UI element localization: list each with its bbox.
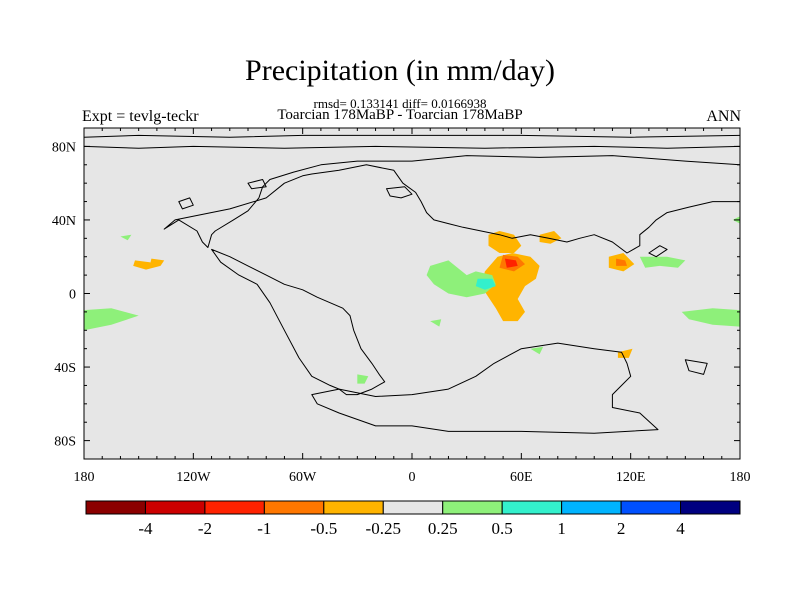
lat-tick-label: 0 — [69, 288, 76, 303]
colorbar-label: -1 — [257, 519, 271, 538]
coastline — [163, 155, 740, 254]
lon-tick-label: 120E — [616, 470, 646, 485]
contour-region — [617, 348, 633, 358]
colorbar-label: -0.5 — [310, 519, 337, 538]
lon-tick-label: 60W — [289, 470, 317, 485]
colorbar-swatch — [501, 500, 563, 515]
colorbar-swatch — [85, 500, 146, 515]
coastline — [211, 248, 386, 396]
colorbar-swatch — [620, 500, 682, 515]
contour-region — [426, 260, 496, 298]
contour-region — [616, 258, 627, 266]
lat-tick-label: 80S — [54, 435, 76, 450]
coastline — [247, 179, 267, 190]
contour-region — [504, 258, 518, 268]
contour-region — [539, 231, 562, 244]
coastlines — [84, 134, 740, 434]
lon-tick-label: 180 — [730, 470, 751, 485]
colorbar-swatch — [382, 500, 444, 515]
colorbar-label: 0.5 — [492, 519, 513, 538]
colorbar-label: -4 — [138, 519, 153, 538]
lat-tick-label: 40N — [52, 214, 76, 229]
contour-region — [530, 346, 544, 355]
coastline — [648, 245, 668, 258]
colorbar-swatch — [561, 500, 622, 515]
lon-tick-label: 180 — [74, 470, 95, 485]
contour-region — [133, 260, 161, 270]
colorbar-label: -2 — [198, 519, 212, 538]
coastline — [178, 197, 194, 210]
contour-region — [481, 253, 540, 322]
contour-region — [475, 278, 496, 290]
contour-region — [120, 234, 132, 241]
map-title: Precipitation (in mm/day) — [245, 54, 555, 87]
contour-region — [84, 308, 139, 331]
colorbar: -4 -2 -1 -0.5 -0.25 0.25 0.5 1 2 4 — [85, 500, 741, 538]
contour-region — [149, 258, 165, 266]
lon-tick-label: 60E — [510, 470, 533, 485]
contour-region — [681, 308, 740, 327]
coastline — [386, 186, 413, 199]
colorbar-swatch — [204, 500, 265, 515]
coastline — [84, 145, 740, 149]
lon-tick-label: 120W — [176, 470, 211, 485]
contour-region — [639, 256, 686, 268]
colorbar-swatch — [144, 500, 206, 515]
colorbar-swatch — [263, 500, 325, 515]
colorbar-swatch — [680, 500, 741, 515]
precipitation-field — [84, 216, 740, 384]
colorbar-swatch — [323, 500, 384, 515]
colorbar-swatch — [442, 500, 503, 515]
contour-region — [488, 231, 522, 253]
coastline — [311, 342, 659, 434]
colorbar-label: 0.25 — [428, 519, 458, 538]
experiment-label: Expt = tevlg-teckr — [82, 108, 199, 125]
coastline — [84, 134, 740, 138]
coastline — [684, 359, 708, 375]
lon-tick-label: 0 — [409, 470, 416, 485]
colorbar-label: 2 — [617, 519, 626, 538]
season-label: ANN — [706, 108, 741, 125]
contour-region — [430, 319, 442, 327]
colorbar-label: 1 — [557, 519, 566, 538]
contour-region — [357, 374, 369, 384]
colorbar-label: -0.25 — [366, 519, 401, 538]
experiment-subtitle: Toarcian 178MaBP - Toarcian 178MaBP — [277, 107, 523, 123]
lat-tick-label: 80N — [52, 140, 76, 155]
axis-ticks: 180 120W 60W 0 60E 120E 180 80N 40N 0 40S 80S — [52, 127, 751, 485]
lat-tick-label: 40S — [54, 361, 76, 376]
map-background — [84, 128, 740, 459]
colorbar-label: 4 — [676, 519, 685, 538]
stats-line: rmsd= 0.133141 diff= 0.0166938 — [313, 96, 487, 111]
